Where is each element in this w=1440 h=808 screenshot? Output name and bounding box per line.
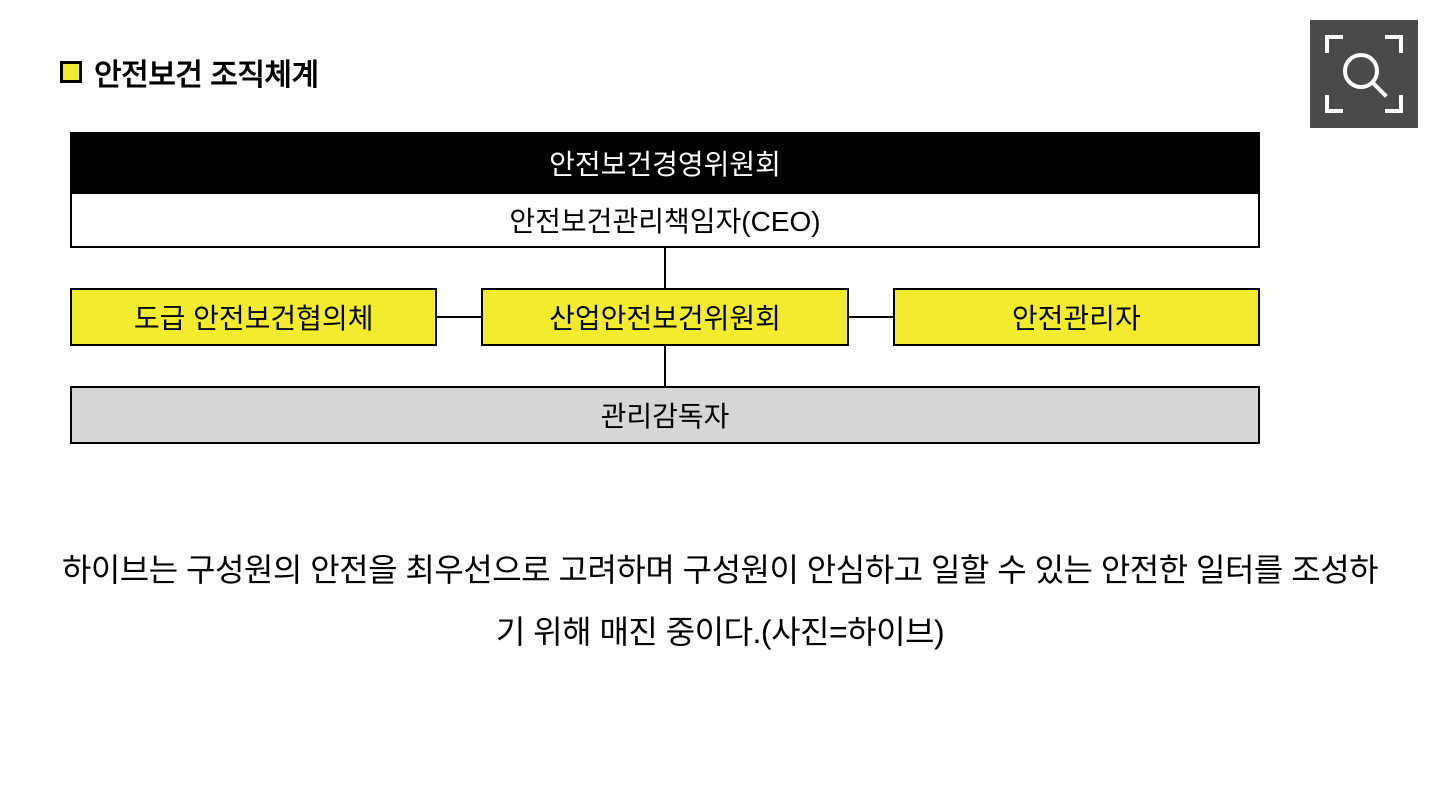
title-bullet-icon [60,61,82,83]
org-supervisor: 관리감독자 [70,386,1260,444]
connector-horizontal [849,316,893,318]
org-yellow-box-left: 도급 안전보건협의체 [70,288,437,346]
org-ceo: 안전보건관리책임자(CEO) [70,194,1260,248]
magnify-icon [1323,33,1405,115]
image-caption: 하이브는 구성원의 안전을 최우선으로 고려하며 구성원이 안심하고 일할 수 … [60,539,1380,664]
org-yellow-box-center: 산업안전보건위원회 [481,288,848,346]
org-top-committee: 안전보건경영위원회 [70,132,1260,194]
zoom-button[interactable] [1310,20,1418,128]
org-middle-row: 도급 안전보건협의체 산업안전보건위원회 안전관리자 [70,288,1260,346]
section-title: 안전보건 조직체계 [94,50,319,94]
connector-horizontal [437,316,481,318]
org-chart: 안전보건경영위원회 안전보건관리책임자(CEO) 도급 안전보건협의체 산업안전… [70,132,1260,444]
connector-vertical [664,346,666,386]
org-yellow-box-right: 안전관리자 [893,288,1260,346]
section-title-row: 안전보건 조직체계 [60,50,1380,94]
connector-vertical [664,248,666,288]
